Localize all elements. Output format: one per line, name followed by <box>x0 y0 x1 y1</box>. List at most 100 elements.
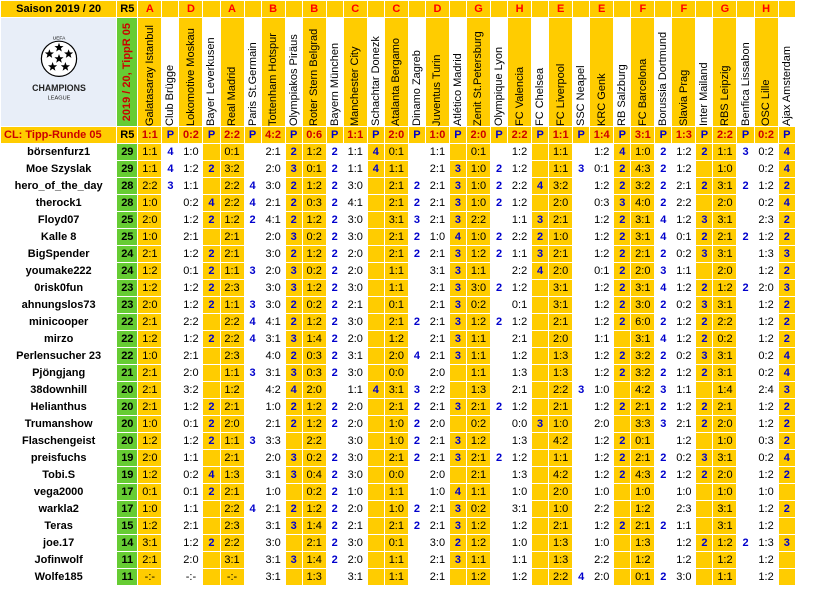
match-result: 1:0 <box>425 127 449 143</box>
tip-points <box>532 195 549 211</box>
tip-points <box>737 297 754 313</box>
tip-cell: 1:0 <box>138 416 162 432</box>
tip-cell: 0:1 <box>384 144 408 160</box>
tip-cell: 4:3 <box>631 467 655 483</box>
tip-points: 2 <box>655 297 672 313</box>
tip-points: 3 <box>285 161 302 177</box>
tip-cell: 2:1 <box>302 535 326 551</box>
team-name: Roter Stern Belgrad <box>302 18 326 126</box>
tip-cell: 2:1 <box>425 450 449 466</box>
player-name: Flaschengeist <box>1 433 117 449</box>
group-letter: A <box>220 1 244 17</box>
tip-cell: 2:1 <box>466 467 491 483</box>
tip-points: 2 <box>203 246 220 262</box>
tip-cell: 1:0 <box>425 229 449 245</box>
tip-cell: 3:1 <box>713 212 737 228</box>
tip-cell: 1:2 <box>466 246 491 262</box>
tip-cell: 1:1 <box>508 246 532 262</box>
tip-cell: 1:0 <box>261 399 285 415</box>
tip-cell: 2:0 <box>179 552 203 568</box>
tip-points: 2 <box>491 399 508 415</box>
tip-points <box>573 365 590 381</box>
tip-points: 4 <box>449 484 466 500</box>
tip-points: 2 <box>203 161 220 177</box>
tip-cell: 1:2 <box>672 280 696 296</box>
tip-cell: 1:2 <box>590 399 614 415</box>
tip-points: 2 <box>326 212 343 228</box>
tip-points <box>203 382 220 398</box>
tip-points: 2 <box>614 246 631 262</box>
tip-points <box>737 314 754 330</box>
tip-cell: 2:0 <box>590 569 614 585</box>
tip-cell: 3:1 <box>713 246 737 262</box>
player-row: vega2000 17 0:1 0:1 2 2:1 1:0 0:2 2 1:0 1:1 1:0 4 1:1… <box>1 484 795 500</box>
tip-cell: 2:1 <box>631 399 655 415</box>
tip-points: 2 <box>491 195 508 211</box>
tip-cell: 3:1 <box>631 229 655 245</box>
tip-cell: 1:0 <box>179 144 203 160</box>
tip-cell: 0:3 <box>590 195 614 211</box>
tip-points <box>737 246 754 262</box>
tip-points <box>244 416 261 432</box>
tip-cell: 1:4 <box>302 552 326 568</box>
tip-cell: 0:1 <box>590 263 614 279</box>
tip-points <box>491 212 508 228</box>
tip-cell: 2:1 <box>466 450 491 466</box>
tip-cell: 1:4 <box>713 382 737 398</box>
tip-cell: 2:1 <box>425 501 449 517</box>
tip-cell: 0:1 <box>179 416 203 432</box>
points-col-label: P <box>367 127 384 143</box>
tip-points <box>367 416 384 432</box>
tip-cell: 1:0 <box>549 229 573 245</box>
tip-cell: 3:0 <box>261 297 285 313</box>
tip-cell: 1:2 <box>713 552 737 568</box>
tip-points: 2 <box>203 484 220 500</box>
tip-points: 3 <box>449 314 466 330</box>
group-letter: B <box>302 1 326 17</box>
tip-points <box>408 552 425 568</box>
tip-cell: 1:2 <box>466 535 491 551</box>
match-result: 1:1 <box>138 127 162 143</box>
tip-cell: 1:0 <box>713 433 737 449</box>
tip-cell: 1:0 <box>713 484 737 500</box>
tip-cell: 2:1 <box>425 178 449 194</box>
tip-cell: 2:3 <box>220 280 244 296</box>
tip-points <box>449 365 466 381</box>
tip-cell: 1:1 <box>179 501 203 517</box>
player-name: Helianthus <box>1 399 117 415</box>
player-row: ahnungslos73 23 2:0 1:2 2 1:1 3 3:0 2 0:2 2 2:1 0:1 2… <box>1 297 795 313</box>
tip-points <box>573 433 590 449</box>
tip-cell: 2:1 <box>425 297 449 313</box>
tip-cell: 0:1 <box>138 484 162 500</box>
group-letter: D <box>179 1 203 17</box>
tip-points: 3 <box>244 263 261 279</box>
team-label: Tottenham Hotspur <box>267 33 280 126</box>
round-vertical-text: 2019 / 20, TippR 05 <box>121 22 134 122</box>
tip-cell: 0:1 <box>466 144 491 160</box>
tip-points: 3 <box>244 297 261 313</box>
tip-points <box>367 195 384 211</box>
points-col-label: P <box>573 127 590 143</box>
tip-points <box>532 450 549 466</box>
tip-cell: 1:2 <box>508 314 532 330</box>
tip-points <box>367 484 384 500</box>
tip-cell: 2:1 <box>549 212 573 228</box>
tip-points: 2 <box>203 535 220 551</box>
tip-cell: 2:1 <box>425 314 449 330</box>
tip-points: 2 <box>614 161 631 177</box>
tip-cell: 0:2 <box>672 450 696 466</box>
tip-points <box>162 569 179 585</box>
tip-cell: 1:2 <box>302 314 326 330</box>
tip-cell: 1:0 <box>261 484 285 500</box>
tip-points: 2 <box>778 433 795 449</box>
tip-cell: 1:2 <box>754 263 778 279</box>
tip-cell: 3:1 <box>713 297 737 313</box>
tip-points: 2 <box>614 229 631 245</box>
tip-cell: 1:3 <box>508 365 532 381</box>
tip-points: 4 <box>614 144 631 160</box>
tip-cell: 3:1 <box>631 331 655 347</box>
tip-cell: 2:1 <box>384 195 408 211</box>
match-result: 0:6 <box>302 127 326 143</box>
tip-cell: 2:0 <box>713 467 737 483</box>
tip-cell: 1:1 <box>425 144 449 160</box>
